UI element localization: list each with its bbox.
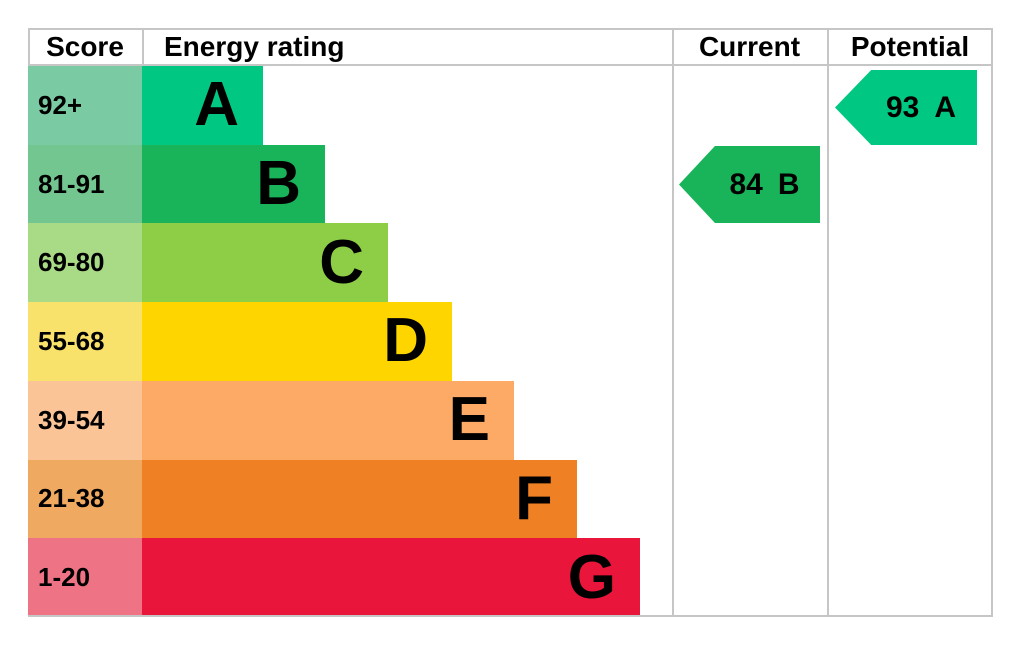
rating-bar-d: D <box>142 302 452 381</box>
potential-letter: A <box>934 90 957 124</box>
grid-line-right <box>991 28 993 617</box>
rating-row-e: 39-54 E <box>28 380 993 460</box>
rating-row-g: 1-20 G <box>28 538 993 617</box>
current-column-header: Current <box>698 31 801 62</box>
rating-bar-b: B <box>142 144 325 224</box>
score-range-d: 55-68 <box>28 302 142 381</box>
score-range-a: 92+ <box>28 66 142 145</box>
grid-line-header-bottom <box>28 64 993 66</box>
potential-column-header: Potential <box>850 31 970 62</box>
header-row: Score Energy rating Current Potential <box>28 28 993 66</box>
rating-row-d: 55-68 D <box>28 302 993 381</box>
current-letter: B <box>777 167 800 201</box>
potential-score: 93 <box>885 90 920 124</box>
grid-line-top <box>28 28 993 30</box>
rating-row-c: 69-80 C <box>28 223 993 303</box>
current-score: 84 <box>729 167 763 201</box>
grid-line-energy-current <box>672 28 674 617</box>
rating-row-b: 81-91 B <box>28 144 993 224</box>
score-range-b: 81-91 <box>28 144 142 224</box>
epc-rating-chart: Score Energy rating Current Potential 92… <box>28 28 993 617</box>
rating-bar-g: G <box>142 538 640 617</box>
rating-bands: 92+ A 81-91 B 69-80 C 55-68 D 39-54 E 21… <box>28 66 993 617</box>
rating-bar-f: F <box>142 459 577 539</box>
score-range-c: 69-80 <box>28 223 142 303</box>
score-column-header: Score <box>46 31 124 62</box>
rating-row-a: 92+ A <box>28 66 993 145</box>
grid-line-current-potential <box>827 28 829 617</box>
score-range-g: 1-20 <box>28 538 142 617</box>
rating-bar-e: E <box>142 380 514 460</box>
score-range-f: 21-38 <box>28 459 142 539</box>
rating-row-f: 21-38 F <box>28 459 993 539</box>
grid-line-bottom <box>28 615 993 617</box>
rating-bar-c: C <box>142 223 388 303</box>
rating-bar-a: A <box>142 66 263 145</box>
score-range-e: 39-54 <box>28 380 142 460</box>
energy-rating-column-header: Energy rating <box>164 31 345 62</box>
